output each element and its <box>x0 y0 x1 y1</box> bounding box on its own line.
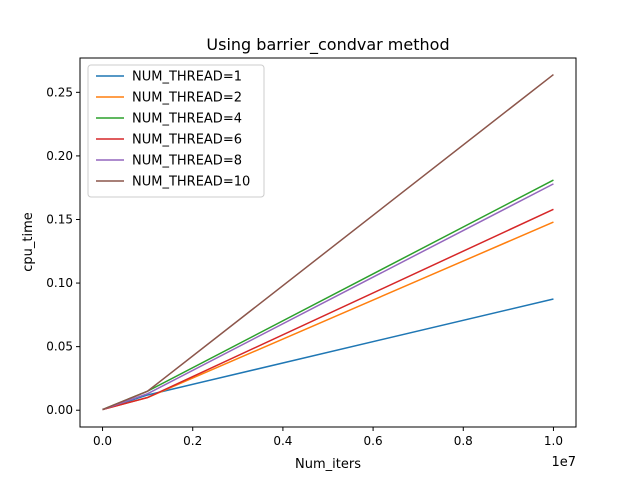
legend-label: NUM_THREAD=4 <box>132 112 242 127</box>
x-tick-label: 0.6 <box>364 434 383 448</box>
y-axis-label: cpu_time <box>21 212 36 272</box>
chart-title: Using barrier_condvar method <box>206 35 449 55</box>
legend: NUM_THREAD=1 NUM_THREAD=2 NUM_THREAD=4 NUM_… <box>87 64 265 198</box>
x-axis-label: Num_iters <box>295 457 361 472</box>
x-tick-label: 0.0 <box>93 434 112 448</box>
legend-label: NUM_THREAD=10 <box>132 175 250 190</box>
legend-label: NUM_THREAD=8 <box>132 154 242 169</box>
x-tick-label: 1.0 <box>544 434 563 448</box>
series-line-6 <box>102 73 554 411</box>
y-tick-label: 0.15 <box>46 212 73 226</box>
legend-box <box>87 64 265 198</box>
x-tick-label: 0.2 <box>183 434 202 448</box>
y-tick-label: 0.05 <box>46 340 73 354</box>
x-axis-offset-text: 1e7 <box>551 455 576 470</box>
x-tick-label: 0.8 <box>454 434 473 448</box>
legend-label: NUM_THREAD=2 <box>132 91 242 106</box>
legend-label: NUM_THREAD=6 <box>132 133 242 148</box>
y-tick-label: 0.10 <box>46 276 73 290</box>
y-tick-label: 0.20 <box>46 149 73 163</box>
y-tick-label: 0.25 <box>46 85 73 99</box>
plot-frame <box>79 57 577 428</box>
x-axis-ticks: 0.0 0.2 0.4 0.6 0.8 1.0 <box>93 427 563 448</box>
legend-label: NUM_THREAD=1 <box>132 70 242 85</box>
plot-lines <box>102 73 554 411</box>
y-axis-ticks: 0.00 0.05 0.10 0.15 0.20 0.25 <box>46 85 80 417</box>
series-line-4 <box>102 208 554 411</box>
y-tick-label: 0.00 <box>46 403 73 417</box>
series-line-5 <box>102 183 554 411</box>
x-tick-label: 0.4 <box>273 434 292 448</box>
